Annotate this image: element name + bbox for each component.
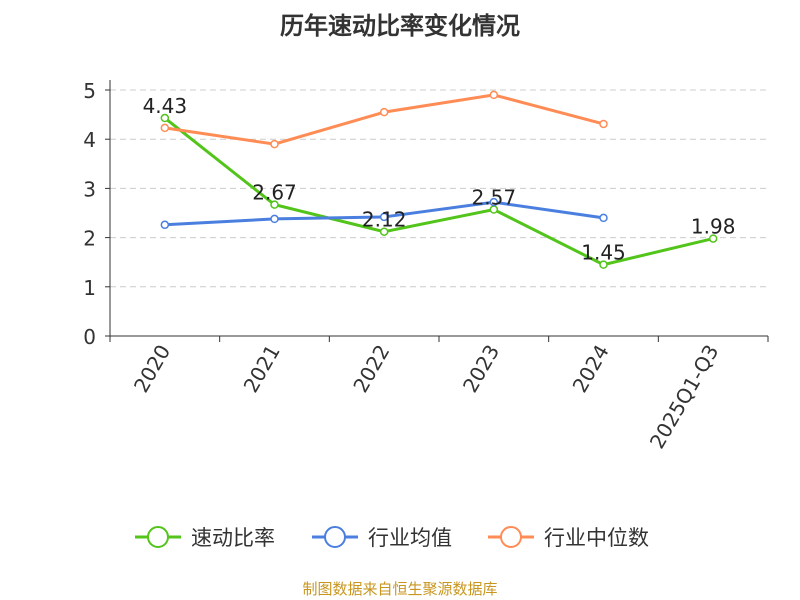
data-point [270, 200, 279, 209]
data-point [379, 227, 389, 236]
x-tick-label: 2023 [458, 341, 504, 397]
data-point [708, 234, 718, 243]
data-point [489, 197, 499, 207]
data-label: 2.57 [472, 186, 517, 210]
data-point [599, 213, 608, 223]
data-point [270, 139, 279, 149]
legend-label: 速动比率 [191, 526, 275, 550]
y-tick-label: 1 [83, 276, 96, 300]
legend-marker [324, 526, 346, 548]
data-point [379, 212, 389, 222]
data-point [160, 123, 170, 133]
data-label: 1.45 [581, 241, 626, 265]
y-tick-label: 0 [83, 325, 96, 349]
x-tick-label: 2021 [239, 341, 285, 397]
source-note: 制图数据来自恒生聚源数据库 [302, 580, 498, 598]
legend-marker [147, 526, 169, 548]
y-tick-label: 3 [83, 177, 96, 201]
legend-label: 行业均值 [368, 526, 452, 550]
data-point [160, 220, 170, 230]
data-label: 2.12 [362, 208, 407, 232]
data-label: 4.43 [143, 94, 188, 118]
data-point [599, 260, 608, 269]
data-point [489, 90, 499, 100]
y-tick-label: 2 [83, 227, 96, 251]
data-point [379, 107, 389, 117]
legend-marker [500, 526, 522, 548]
y-tick-label: 4 [83, 128, 96, 152]
data-point [270, 214, 279, 224]
legend-label: 行业中位数 [544, 526, 649, 550]
chart-title: 历年速动比率变化情况 [280, 12, 520, 40]
data-label: 2.67 [252, 181, 297, 205]
x-tick-label: 2024 [568, 341, 614, 397]
x-tick-label: 2022 [348, 341, 394, 397]
series-line [163, 116, 714, 267]
y-tick-label: 5 [83, 79, 96, 103]
x-tick-label: 2025Q1-Q3 [645, 341, 724, 453]
data-point [160, 113, 170, 123]
x-tick-label: 2020 [129, 341, 175, 397]
data-point [599, 119, 608, 129]
series-line [164, 93, 604, 146]
data-label: 1.98 [691, 215, 736, 239]
